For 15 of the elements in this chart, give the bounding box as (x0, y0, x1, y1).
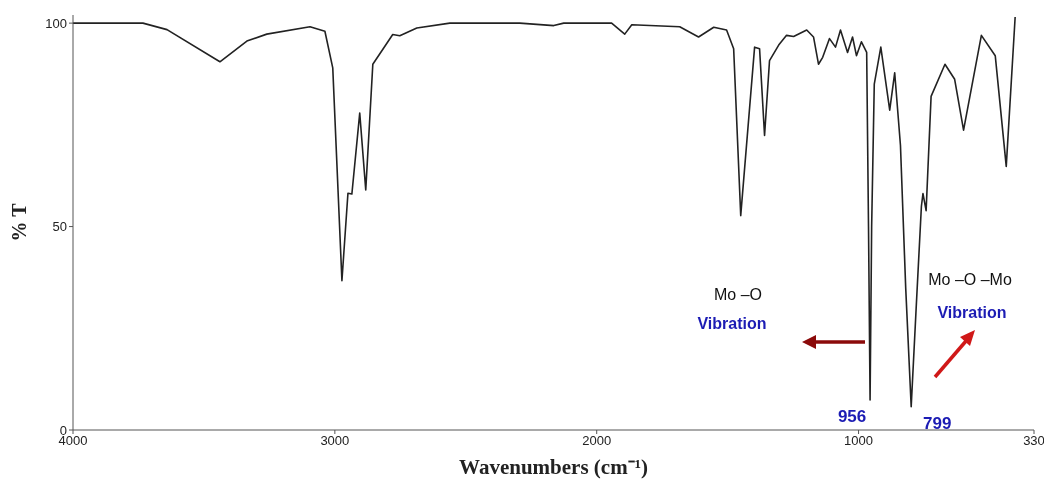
annotation: Mo –O –Mo (928, 271, 1012, 288)
y-tick-label: 100 (45, 15, 67, 31)
x-tick-label: 3000 (320, 433, 350, 449)
line-series (73, 16, 1016, 408)
x-axis-title: Wavenumbers (cm⁻¹) (459, 455, 648, 479)
x-tick-label: 330 (1023, 433, 1045, 449)
annotation: 799 (923, 413, 952, 433)
annotation: Mo –O (713, 286, 763, 303)
annotation: 956 (837, 406, 867, 426)
x-tick-label: 1000 (844, 433, 874, 449)
y-axis-title: % T (8, 202, 30, 242)
y-tick-label: 50 (52, 219, 67, 235)
x-tick-label: 2000 (582, 433, 612, 449)
annotation: Vibration (697, 315, 767, 332)
annotation: Vibration (937, 304, 1007, 321)
